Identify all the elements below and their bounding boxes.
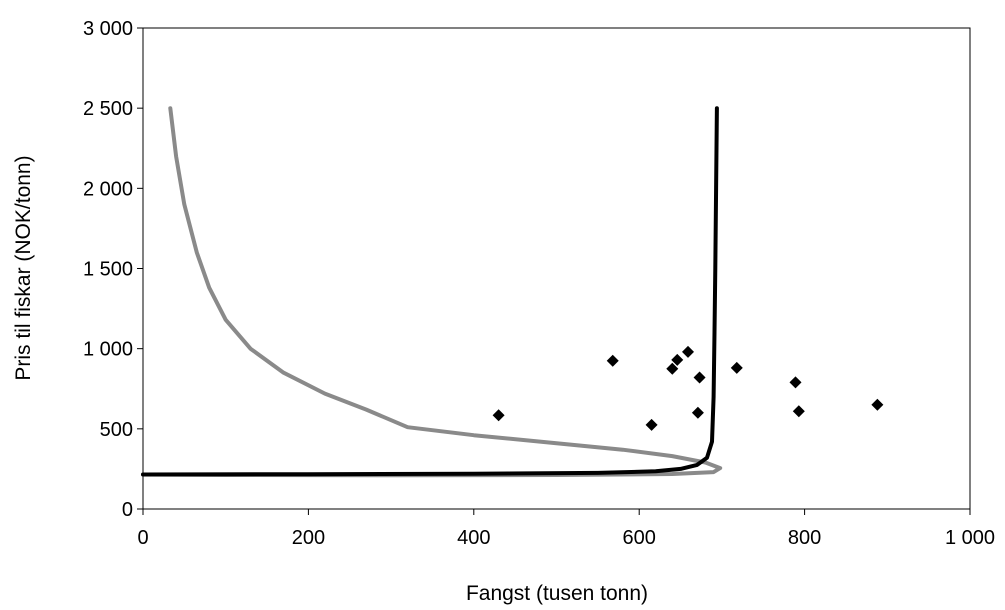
x-axis-title: Fangst (tusen tonn) [466,582,648,605]
x-tick-label: 400 [457,527,490,549]
x-tick-label: 800 [788,527,821,549]
x-tick-label: 600 [623,527,656,549]
series-line-1 [141,106,723,478]
line-series [141,106,723,478]
data-point-diamond [691,406,704,419]
x-axis-ticks: 0 200 400 600 800 1 000 [137,509,995,549]
x-tick-label: 200 [292,527,325,549]
series-line-2 [141,106,719,477]
y-axis-title: Pris til fiskar (NOK/tonn) [12,155,35,380]
data-point-diamond [671,353,684,366]
plot-area-border [142,27,971,510]
scatter-markers [492,345,884,431]
data-point-diamond [792,405,805,418]
data-point-diamond [871,398,884,411]
y-tick-label: 1 500 [83,259,133,281]
y-tick-label: 1 000 [83,339,133,361]
x-tick-label: 1 000 [945,527,995,549]
data-point-diamond [606,354,619,367]
plot-frame [142,27,971,510]
data-point-diamond [681,345,694,358]
data-point-diamond [789,376,802,389]
y-tick-label: 0 [122,499,133,521]
y-tick-label: 500 [100,419,133,441]
y-tick-label: 2 000 [83,178,133,200]
data-point-diamond [492,409,505,422]
data-point-diamond [645,418,658,431]
y-tick-label: 2 500 [83,98,133,120]
x-tick-label: 0 [137,527,148,549]
data-point-diamond [730,361,743,374]
data-point-diamond [666,362,679,375]
data-point-diamond [693,371,706,384]
y-tick-label: 3 000 [83,18,133,40]
y-axis-ticks: 0 500 1 000 1 500 2 000 2 500 3 000 [83,18,143,521]
